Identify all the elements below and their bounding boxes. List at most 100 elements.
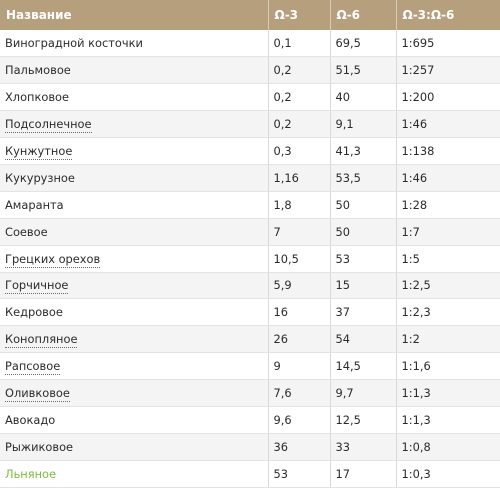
cell-omega6: 51,5	[330, 56, 397, 85]
table-header-row: Название Ω-3 Ω-6 Ω-3:Ω-6	[0, 0, 500, 30]
header-omega6: Ω-6	[330, 0, 397, 30]
cell-ratio: 1:257	[396, 56, 500, 85]
oil-name-text[interactable]: Горчичное	[5, 278, 69, 295]
cell-omega3: 0,2	[268, 83, 331, 112]
cell-omega3: 0,2	[268, 110, 331, 139]
cell-omega6: 40	[330, 83, 397, 112]
oil-name-text: Льняное	[5, 466, 57, 481]
table-row: Рыжиковое 36 33 1:0,8	[0, 433, 500, 461]
cell-omega6: 15	[330, 272, 397, 300]
cell-oil-name[interactable]: Оливковое	[0, 379, 269, 407]
oil-name-text[interactable]: Конопляное	[5, 332, 78, 349]
oil-name-text: Авокадо	[5, 412, 56, 427]
oil-name-text: Хлопковое	[5, 90, 70, 105]
cell-omega3: 5,9	[268, 272, 331, 300]
table-row: Оливковое 7,6 9,7 1:1,3	[0, 379, 500, 407]
cell-ratio: 1:28	[396, 191, 500, 219]
cell-ratio: 1:1,3	[396, 406, 500, 434]
table-row: Конопляное 26 54 1:2	[0, 325, 500, 354]
cell-omega3: 0,3	[268, 137, 331, 165]
cell-omega6: 53,5	[330, 164, 397, 192]
cell-oil-name: Авокадо	[0, 406, 269, 434]
cell-omega6: 41,3	[330, 137, 397, 165]
cell-oil-name[interactable]: Грецких орехов	[0, 245, 269, 273]
table-row: Хлопковое 0,2 40 1:200	[0, 83, 500, 112]
oil-name-text: Пальмовое	[5, 63, 71, 78]
cell-oil-name: Виноградной косточки	[0, 30, 269, 58]
cell-ratio: 1:2	[396, 325, 500, 354]
cell-omega6: 9,1	[330, 110, 397, 139]
table-row: Горчичное 5,9 15 1:2,5	[0, 272, 500, 300]
cell-oil-name[interactable]: Конопляное	[0, 325, 269, 354]
cell-omega6: 53	[330, 245, 397, 273]
cell-oil-name[interactable]: Горчичное	[0, 272, 269, 300]
cell-omega6: 37	[330, 298, 397, 327]
cell-ratio: 1:7	[396, 218, 500, 246]
table-row: Соевое 7 50 1:7	[0, 218, 500, 246]
cell-ratio: 1:200	[396, 83, 500, 112]
oil-name-text[interactable]: Подсолнечное	[5, 117, 92, 134]
oil-name-text[interactable]: Грецких орехов	[5, 251, 101, 268]
cell-omega6: 50	[330, 191, 397, 219]
oil-name-text: Кукурузное	[5, 170, 75, 185]
cell-ratio: 1:46	[396, 164, 500, 192]
table-row: Авокадо 9,6 12,5 1:1,3	[0, 406, 500, 434]
cell-oil-name: Хлопковое	[0, 83, 269, 112]
cell-ratio: 1:1,3	[396, 379, 500, 407]
cell-omega3: 26	[268, 325, 331, 354]
oil-name-text[interactable]: Рапсовое	[5, 359, 61, 376]
cell-oil-name: Кукурузное	[0, 164, 269, 192]
table-row: Пальмовое 0,2 51,5 1:257	[0, 56, 500, 85]
header-name: Название	[0, 0, 269, 30]
cell-omega3: 1,8	[268, 191, 331, 219]
cell-omega3: 1,16	[268, 164, 331, 192]
table-row: Виноградной косточки 0,1 69,5 1:695	[0, 30, 500, 58]
cell-omega6: 69,5	[330, 30, 397, 58]
cell-omega3: 10,5	[268, 245, 331, 273]
cell-oil-name: Амаранта	[0, 191, 269, 219]
table-row: Кунжутное 0,3 41,3 1:138	[0, 137, 500, 165]
cell-oil-name: Рыжиковое	[0, 433, 269, 461]
table-body: Виноградной косточки 0,1 69,5 1:695 Пальмово…	[0, 30, 500, 488]
table-row: Амаранта 1,8 50 1:28	[0, 191, 500, 219]
table-row: Кедровое 16 37 1:2,3	[0, 298, 500, 327]
cell-ratio: 1:2,5	[396, 272, 500, 300]
table-row: Грецких орехов 10,5 53 1:5	[0, 245, 500, 273]
cell-omega3: 9	[268, 352, 331, 381]
table-row: Льняное 53 17 1:0,3	[0, 460, 500, 488]
cell-oil-name[interactable]: Кунжутное	[0, 137, 269, 165]
table-row: Рапсовое 9 14,5 1:1,6	[0, 352, 500, 381]
oil-name-text: Амаранта	[5, 197, 64, 212]
cell-omega3: 0,2	[268, 56, 331, 85]
oil-name-text: Рыжиковое	[5, 439, 74, 454]
cell-omega6: 9,7	[330, 379, 397, 407]
cell-omega6: 12,5	[330, 406, 397, 434]
cell-oil-name: Соевое	[0, 218, 269, 246]
table-row: Подсолнечное 0,2 9,1 1:46	[0, 110, 500, 139]
oil-name-text: Кедровое	[5, 305, 63, 320]
oil-name-text: Виноградной косточки	[5, 36, 143, 51]
cell-oil-name: Пальмовое	[0, 56, 269, 85]
cell-oil-name: Кедровое	[0, 298, 269, 327]
cell-omega3: 36	[268, 433, 331, 461]
oil-name-text[interactable]: Кунжутное	[5, 144, 73, 160]
cell-ratio: 1:0,3	[396, 460, 500, 488]
cell-omega3: 0,1	[268, 30, 331, 58]
cell-oil-name[interactable]: Рапсовое	[0, 352, 269, 381]
cell-ratio: 1:46	[396, 110, 500, 139]
cell-oil-name[interactable]: Подсолнечное	[0, 110, 269, 139]
header-ratio: Ω-3:Ω-6	[396, 0, 500, 30]
cell-omega3: 9,6	[268, 406, 331, 434]
cell-omega6: 33	[330, 433, 397, 461]
oil-name-text: Соевое	[5, 224, 48, 239]
oil-name-text[interactable]: Оливковое	[5, 386, 70, 403]
cell-ratio: 1:2,3	[396, 298, 500, 327]
header-omega3: Ω-3	[268, 0, 331, 30]
table-row: Кукурузное 1,16 53,5 1:46	[0, 164, 500, 192]
cell-ratio: 1:0,8	[396, 433, 500, 461]
cell-oil-name: Льняное	[0, 460, 269, 488]
cell-ratio: 1:1,6	[396, 352, 500, 381]
cell-omega3: 53	[268, 460, 331, 488]
